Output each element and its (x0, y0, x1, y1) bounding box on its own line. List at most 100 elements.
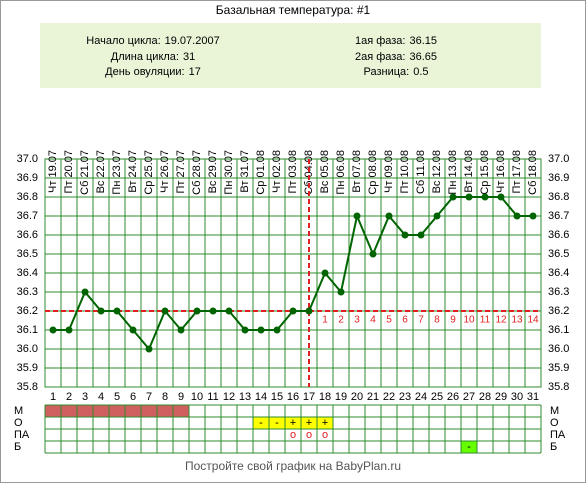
footer: Постройте свой график на BabyPlan.ru (185, 459, 401, 473)
temperature-point (305, 307, 313, 315)
y-tick-label: 36.4 (17, 267, 38, 279)
post-ovulation-count: 13 (511, 315, 523, 326)
row-label-right: ПА (550, 429, 566, 441)
y-tick-label-right: 37.0 (548, 153, 569, 165)
temperature-point (65, 326, 73, 334)
temperature-point (513, 212, 521, 220)
y-tick-label-right: 36.8 (548, 191, 569, 203)
x-tick-label: 22 (383, 391, 395, 403)
temperature-point (417, 231, 425, 239)
date-label: Чт 16.08 (495, 150, 507, 193)
y-tick-label: 36.8 (17, 191, 38, 203)
x-tick-label: 25 (431, 391, 443, 403)
x-tick-label: 19 (335, 391, 347, 403)
x-tick-label: 20 (351, 391, 363, 403)
post-ovulation-count: 14 (527, 315, 539, 326)
y-tick-label: 36.1 (17, 324, 38, 336)
date-label: Вс 05.08 (319, 150, 331, 193)
row-label: М (14, 405, 23, 417)
date-label: Пн 06.08 (335, 150, 347, 195)
temperature-point (241, 326, 249, 334)
temperature-point (257, 326, 265, 334)
post-ovulation-count: 3 (354, 315, 360, 326)
y-tick-label: 36.3 (17, 286, 38, 298)
info-value: 36.15 (409, 35, 437, 47)
info-label: Начало цикла: (86, 35, 160, 47)
x-tick-label: 28 (479, 391, 491, 403)
y-tick-label: 35.9 (17, 362, 38, 374)
post-ovulation-count: 12 (495, 315, 507, 326)
temperature-point (449, 193, 457, 201)
x-tick-label: 1 (50, 391, 56, 403)
x-tick-label: 31 (527, 391, 539, 403)
temperature-point (369, 250, 377, 258)
temperature-point (145, 345, 153, 353)
x-tick-label: 13 (239, 391, 251, 403)
temperature-point (225, 307, 233, 315)
temperature-point (129, 326, 137, 334)
x-tick-label: 21 (367, 391, 379, 403)
info-value: 19.07.2007 (165, 35, 220, 47)
info-label: 2ая фаза: (355, 51, 406, 63)
x-tick-label: 8 (162, 391, 168, 403)
y-tick-label: 36.7 (17, 210, 38, 222)
date-label: Чт 19.07 (47, 150, 59, 193)
chart-title: Базальная температура: #1 (216, 3, 371, 17)
row-label-right: О (550, 417, 559, 429)
y-tick-label: 36.0 (17, 343, 38, 355)
temperature-point (385, 212, 393, 220)
temperature-point (273, 326, 281, 334)
row-cell (125, 405, 141, 417)
info-line: 1ая фаза: 36.15 (355, 35, 437, 47)
row-cell (317, 417, 333, 429)
date-label: Вт 07.08 (351, 150, 363, 193)
x-tick-label: 23 (399, 391, 411, 403)
info-label: Разница: (364, 66, 410, 78)
info-line: Начало цикла: 19.07.2007 (86, 35, 219, 47)
y-tick-label: 36.9 (17, 172, 38, 184)
post-ovulation-count: 1 (322, 315, 328, 326)
y-tick-label-right: 36.7 (548, 210, 569, 222)
date-label: Вс 12.08 (431, 150, 443, 193)
temperature-point (337, 288, 345, 296)
date-label: Сб 28.07 (191, 150, 203, 195)
info-label: День овуляции: (105, 66, 184, 78)
y-tick-label-right: 36.2 (548, 305, 569, 317)
info-value: 17 (189, 66, 201, 78)
y-tick-label-right: 36.1 (548, 324, 569, 336)
temperature-point (81, 288, 89, 296)
y-tick-label-right: 36.5 (548, 248, 569, 260)
x-tick-label: 5 (114, 391, 120, 403)
row-mark: o (322, 429, 328, 441)
post-ovulation-count: 8 (434, 315, 440, 326)
x-tick-label: 24 (415, 391, 427, 403)
y-tick-label-right: 35.9 (548, 362, 569, 374)
row-mark: o (290, 429, 296, 441)
date-label: Вт 14.08 (463, 150, 475, 193)
row-cell (61, 405, 77, 417)
temperature-point (49, 326, 57, 334)
row-cell (285, 417, 301, 429)
info-line: Разница: 0.5 (364, 66, 429, 78)
date-label: Ср 01.08 (255, 150, 267, 195)
date-label: Сб 11.08 (415, 150, 427, 194)
row-cell (93, 405, 109, 417)
row-cell (77, 405, 93, 417)
y-tick-label-right: 36.4 (548, 267, 569, 279)
y-tick-label-right: 36.9 (548, 172, 569, 184)
x-tick-label: 3 (82, 391, 88, 403)
temperature-point (401, 231, 409, 239)
y-tick-label: 37.0 (17, 153, 38, 165)
info-value: 31 (183, 51, 195, 63)
date-label: Сб 21.07 (79, 150, 91, 195)
x-tick-label: 11 (207, 391, 218, 403)
temperature-point (289, 307, 297, 315)
post-ovulation-count: 7 (418, 315, 424, 326)
date-label: Вт 31.07 (239, 150, 251, 193)
date-label: Пт 27.07 (175, 150, 187, 194)
post-ovulation-count: 2 (338, 315, 344, 326)
row-label-right: Б (550, 441, 557, 453)
x-tick-label: 29 (495, 391, 507, 403)
y-tick-label-right: 35.8 (548, 381, 569, 393)
